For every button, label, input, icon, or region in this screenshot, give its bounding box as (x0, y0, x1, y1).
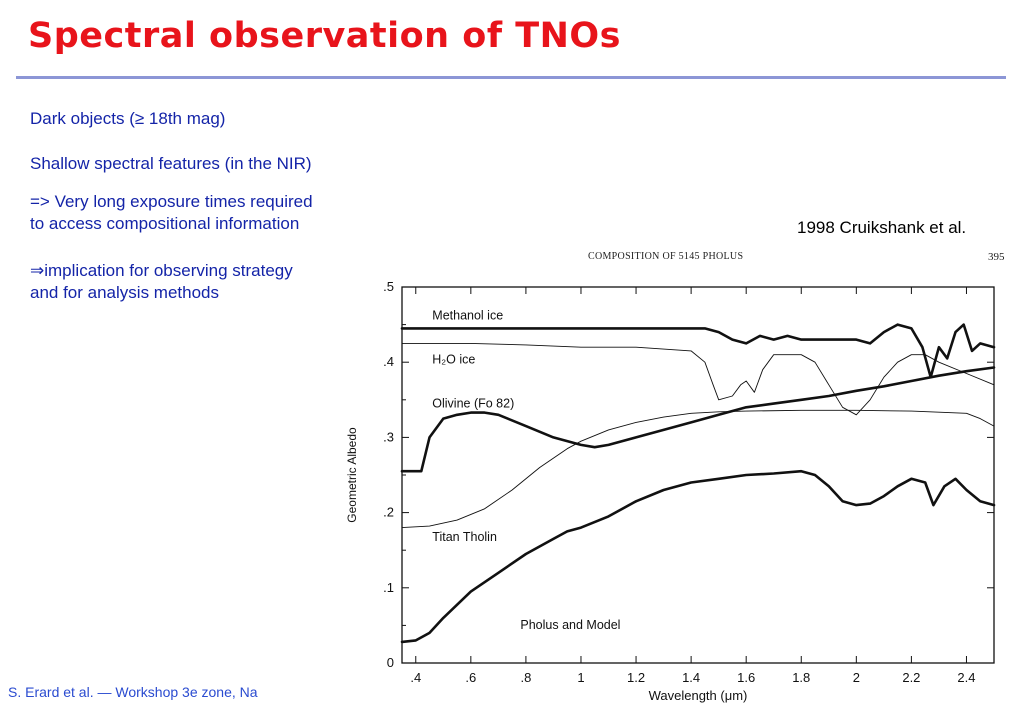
bullet-implication-line2: and for analysis methods (30, 283, 219, 302)
y-tick-label: .5 (383, 279, 394, 294)
x-tick-label: 1 (577, 670, 584, 685)
citation: 1998 Cruikshank et al. (797, 218, 967, 237)
x-tick-label: 1.6 (737, 670, 755, 685)
x-tick-label: 1.8 (792, 670, 810, 685)
bullet-dark-objects: Dark objects (≥ 18th mag) (30, 109, 226, 128)
y-tick-label: .1 (383, 580, 394, 595)
x-tick-label: .8 (520, 670, 531, 685)
bullet-implication-line1: ⇒implication for observing strategy (30, 261, 293, 280)
x-tick-label: 2.2 (902, 670, 920, 685)
curve-label: Titan Tholin (432, 530, 497, 544)
bullet-exposure-line2: to access compositional information (30, 214, 300, 233)
series-line-1 (401, 342, 995, 416)
footer-text: S. Erard et al. — Workshop 3e zone, Na (8, 684, 258, 700)
curve-label: Pholus and Model (520, 618, 620, 632)
y-tick-label: 0 (387, 655, 394, 670)
x-tick-label: 2.4 (957, 670, 975, 685)
y-tick-label: .4 (383, 354, 394, 369)
title-divider (16, 76, 1006, 79)
x-tick-label: 1.4 (682, 670, 700, 685)
plot-frame (401, 286, 995, 664)
curve-label: Olivine (Fo 82) (432, 396, 514, 410)
bullet-exposure-line1: => Very long exposure times required (30, 192, 313, 211)
paper-page-number: 395 (988, 251, 1005, 263)
curve-label: H₂O ice (432, 353, 475, 367)
x-tick-label: .6 (465, 670, 476, 685)
slide-title: Spectral observation of TNOs (28, 16, 621, 56)
series-line-2 (400, 366, 996, 473)
series-line-3 (401, 409, 995, 529)
curve-label: Methanol ice (432, 308, 503, 322)
y-tick-label: .3 (383, 429, 394, 444)
y-axis-label: Geometric Albedo (345, 427, 359, 523)
series-line-0 (400, 323, 996, 379)
x-axis-label: Wavelength (μm) (649, 688, 748, 703)
bullet-shallow-features: Shallow spectral features (in the NIR) (30, 154, 312, 173)
y-tick-label: .2 (383, 505, 394, 520)
x-tick-label: 2 (853, 670, 860, 685)
paper-page-header: COMPOSITION OF 5145 PHOLUS (588, 251, 744, 262)
x-tick-label: .4 (410, 670, 421, 685)
x-tick-label: 1.2 (627, 670, 645, 685)
series-line-4 (400, 469, 996, 644)
